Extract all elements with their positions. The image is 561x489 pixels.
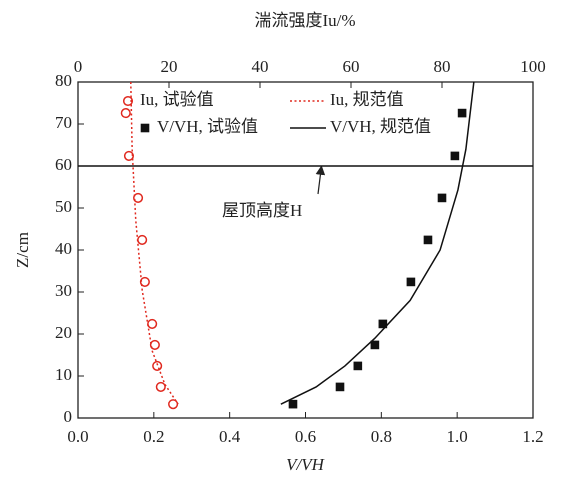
x-tick-label: 1.2 [522, 427, 543, 446]
x2-tick-label: 100 [520, 57, 546, 76]
x2-tick-label: 40 [252, 57, 269, 76]
x-tick-label: 0.4 [219, 427, 241, 446]
legend-label: Iu, 试验值 [140, 90, 214, 109]
x2-tick-label: 80 [434, 57, 451, 76]
y-tick-label: 30 [55, 281, 72, 300]
data-point [335, 382, 345, 392]
x-tick-label: 0.6 [295, 427, 316, 446]
data-point [457, 108, 467, 118]
data-point [133, 192, 144, 203]
series-line [130, 81, 179, 405]
y-tick-label: 50 [55, 197, 72, 216]
data-point [370, 340, 380, 350]
data-point [123, 150, 135, 161]
data-point [152, 360, 163, 371]
y-tick-label: 70 [55, 113, 72, 132]
legend-symbol [122, 95, 134, 107]
data-point [168, 399, 179, 410]
data-point [437, 193, 447, 203]
data-point [155, 381, 166, 392]
x2-tick-label: 60 [343, 57, 360, 76]
data-point [450, 151, 460, 161]
y-tick-label: 40 [55, 239, 72, 258]
series-line [280, 81, 475, 405]
x-tick-label: 1.0 [447, 427, 468, 446]
annotation-arrow [315, 165, 326, 195]
y-axis-title: Z/cm [13, 232, 32, 268]
data-point [288, 399, 298, 409]
y-tick-label: 0 [64, 407, 73, 426]
y-tick-label: 20 [55, 323, 72, 342]
x-axis-title: V/VH [286, 455, 325, 474]
legend-label: V/VH, 规范值 [330, 117, 431, 136]
legend-symbol [140, 123, 150, 133]
y-tick-label: 80 [55, 71, 72, 90]
y-tick-label: 60 [55, 155, 72, 174]
legend-label: V/VH, 试验值 [157, 117, 258, 136]
data-point [406, 277, 416, 287]
x2-axis-title: 湍流强度Iu/% [254, 11, 355, 30]
data-point [353, 361, 363, 371]
x2-tick-label: 0 [74, 57, 83, 76]
data-point [139, 276, 150, 287]
data-point [423, 235, 433, 245]
data-point [149, 339, 160, 350]
x-tick-label: 0.2 [143, 427, 164, 446]
legend-label: Iu, 规范值 [330, 90, 404, 109]
x-tick-label: 0.0 [67, 427, 88, 446]
x2-tick-label: 20 [161, 57, 178, 76]
plot-frame [77, 81, 534, 419]
data-point [120, 108, 131, 119]
annotation: 屋顶高度H [222, 201, 302, 220]
y-tick-label: 10 [55, 365, 72, 384]
data-point [147, 318, 158, 329]
x-tick-label: 0.8 [371, 427, 392, 446]
data-point [378, 319, 388, 329]
data-point [137, 234, 148, 245]
